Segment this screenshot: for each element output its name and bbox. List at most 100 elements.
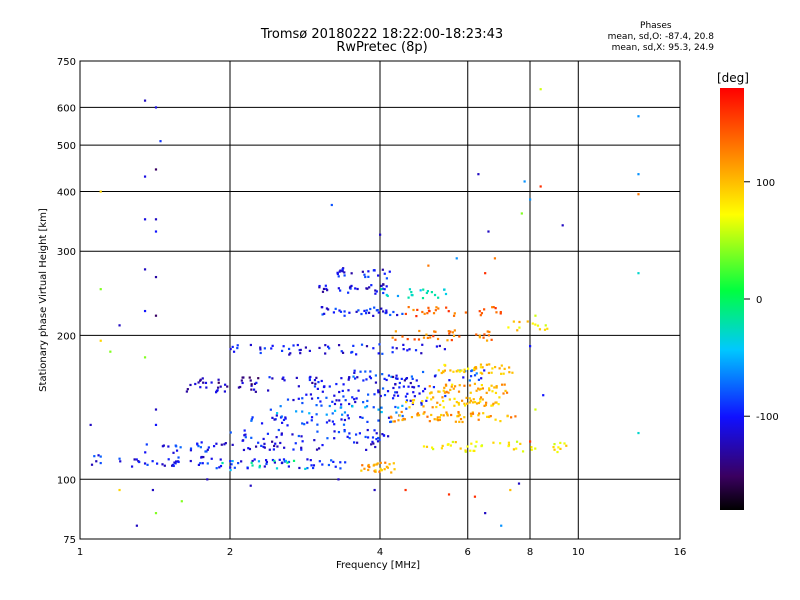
data-point	[216, 386, 220, 389]
data-point	[428, 310, 431, 313]
data-point	[426, 290, 430, 293]
data-point	[395, 391, 399, 394]
data-point	[447, 391, 450, 394]
data-point	[340, 406, 343, 409]
data-point	[146, 463, 149, 466]
data-point	[422, 390, 425, 393]
data-point	[383, 288, 386, 291]
data-point	[428, 385, 431, 388]
data-point	[268, 448, 271, 451]
data-point	[189, 449, 193, 452]
data-point	[179, 446, 182, 449]
colorbar-gradient	[720, 88, 744, 510]
data-point	[499, 442, 502, 445]
data-point	[301, 410, 304, 413]
data-point	[502, 372, 505, 375]
data-point	[342, 395, 345, 398]
data-point	[456, 369, 460, 372]
data-point	[375, 290, 378, 293]
data-point	[418, 329, 421, 333]
data-point	[395, 411, 398, 414]
data-point	[254, 445, 258, 448]
data-point	[407, 296, 410, 299]
data-point	[250, 384, 253, 387]
data-point	[366, 428, 369, 432]
data-point	[175, 445, 178, 448]
colorbar: [deg] 100 0 -100	[717, 71, 779, 510]
data-point	[301, 401, 304, 405]
data-point	[411, 377, 414, 380]
data-point	[445, 390, 448, 393]
data-point	[343, 429, 346, 432]
data-point	[249, 484, 252, 487]
data-point	[500, 372, 503, 375]
data-point	[454, 420, 457, 423]
data-point	[173, 461, 176, 464]
data-point	[339, 461, 342, 464]
data-point	[468, 379, 471, 382]
data-point	[97, 454, 100, 457]
data-point	[408, 288, 412, 291]
data-point	[480, 384, 483, 387]
data-point	[286, 424, 289, 427]
data-point	[394, 330, 397, 333]
data-point	[189, 447, 193, 450]
data-point	[275, 436, 278, 439]
data-point	[406, 392, 409, 395]
data-point	[348, 402, 351, 406]
data-point	[321, 306, 324, 309]
data-point	[534, 408, 537, 411]
data-point	[381, 433, 384, 436]
data-point	[531, 322, 534, 325]
data-point	[479, 371, 482, 374]
x-axis-ticks: 1 2 4 6 8 10 16	[77, 547, 687, 558]
data-point	[326, 345, 330, 348]
data-point	[423, 411, 426, 414]
data-point	[304, 467, 307, 471]
data-point	[265, 460, 269, 464]
data-point	[428, 392, 432, 395]
data-point	[426, 415, 429, 418]
data-point	[264, 459, 268, 462]
data-point	[447, 443, 450, 446]
data-point	[443, 348, 446, 351]
data-point	[394, 383, 397, 386]
data-point	[217, 381, 220, 384]
data-point	[378, 470, 381, 473]
data-point	[412, 399, 416, 402]
data-point	[377, 311, 380, 314]
data-point	[334, 465, 337, 468]
data-point	[383, 377, 386, 380]
data-point	[520, 212, 523, 215]
data-point	[241, 439, 244, 442]
data-point	[154, 408, 158, 411]
data-point	[252, 388, 256, 391]
data-point	[518, 320, 521, 324]
colorbar-tick-label: 0	[756, 295, 762, 306]
y-tick-label: 400	[57, 187, 76, 198]
data-point	[217, 378, 220, 381]
data-point	[386, 294, 389, 298]
data-point	[565, 444, 568, 447]
data-point	[333, 409, 337, 412]
data-point	[396, 394, 400, 397]
data-point	[433, 330, 436, 333]
data-points	[89, 88, 640, 527]
data-point	[325, 396, 328, 399]
data-point	[306, 466, 309, 470]
data-point	[497, 403, 500, 406]
data-point	[491, 390, 494, 393]
data-point	[534, 323, 537, 326]
phase-stats-heading: Phases	[640, 21, 672, 31]
data-point	[410, 290, 413, 294]
data-point	[318, 286, 321, 289]
y-tick-label: 100	[57, 475, 76, 486]
data-point	[381, 268, 384, 271]
data-point	[542, 394, 545, 397]
data-point	[389, 420, 392, 424]
data-point	[499, 312, 502, 315]
data-point	[446, 414, 449, 417]
data-point	[365, 345, 369, 348]
data-point	[472, 398, 475, 401]
data-point	[326, 437, 329, 440]
